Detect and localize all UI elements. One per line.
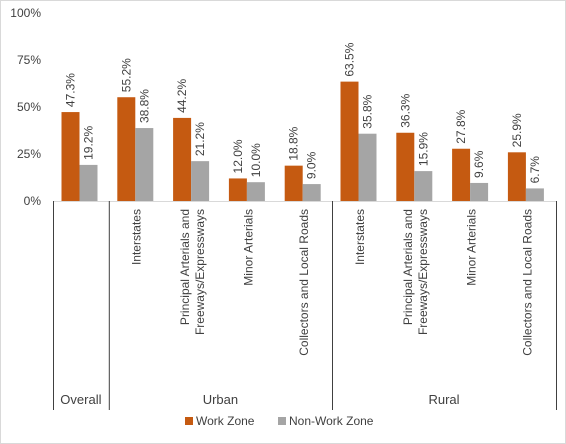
bar-non-work-zone [135,128,154,201]
category-label: Principal Arterials and [401,209,415,325]
data-label: 12.0% [231,139,245,173]
bar-work-zone [284,165,303,201]
y-tick-label: 0% [24,194,42,208]
bar-work-zone [117,97,136,201]
data-label: 21.2% [193,122,207,156]
bar-work-zone [340,81,359,201]
bar-non-work-zone [302,184,321,201]
data-label: 19.2% [82,126,96,160]
group-label: Rural [428,392,459,407]
data-label: 35.8% [361,94,375,128]
group-label: Overall [60,392,101,407]
y-tick-label: 75% [17,53,41,67]
bar-non-work-zone [414,171,433,201]
bar-work-zone [452,148,471,201]
category-label: Minor Arterials [241,209,255,286]
bar-non-work-zone [79,164,98,201]
bar-non-work-zone [191,161,210,201]
legend-swatch [185,417,193,425]
category-label: Principal Arterials and [178,209,192,325]
bar-work-zone [228,178,247,201]
category-label: Minor Arterials [465,209,479,286]
data-label: 15.9% [416,132,430,166]
bar-work-zone [507,152,526,201]
y-tick-label: 100% [10,6,41,20]
bar-non-work-zone [470,182,489,201]
bar-non-work-zone [358,133,377,201]
data-label: 36.3% [398,93,412,127]
data-label: 18.8% [287,126,301,160]
legend-label: Work Zone [196,414,255,428]
data-label: 9.0% [305,151,319,179]
category-label: Freeways/Expressways [416,209,430,335]
group-label: Urban [203,392,238,407]
bar-work-zone [173,117,192,201]
bar-non-work-zone [525,188,544,201]
category-label: Interstates [130,209,144,265]
data-label: 9.6% [472,150,486,178]
data-label: 6.7% [528,156,542,184]
y-tick-label: 50% [17,100,41,114]
legend-swatch [278,417,286,425]
data-label: 55.2% [119,58,133,92]
data-label: 44.2% [175,79,189,113]
data-label: 47.3% [64,73,78,107]
data-label: 27.8% [454,109,468,143]
bar-work-zone [61,112,80,201]
data-label: 25.9% [510,113,524,147]
category-label: Freeways/Expressways [193,209,207,335]
category-label: Interstates [353,209,367,265]
bar-work-zone [396,132,415,201]
data-label: 10.0% [249,143,263,177]
category-label: Collectors and Local Roads [297,209,311,356]
category-label: Collectors and Local Roads [520,209,534,356]
bar-non-work-zone [246,182,265,201]
legend-label: Non-Work Zone [289,414,374,428]
data-label: 38.8% [137,89,151,123]
y-tick-label: 25% [17,147,41,161]
data-label: 63.5% [343,42,357,76]
